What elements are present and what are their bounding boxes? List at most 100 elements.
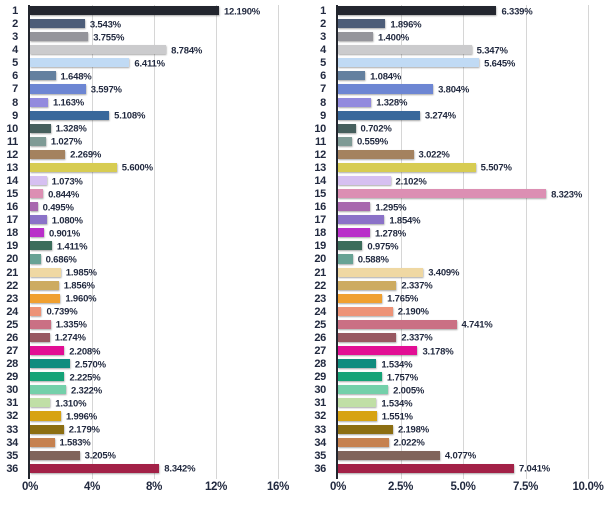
category-label: 33 xyxy=(314,423,326,436)
bar-row: 27 2.208% xyxy=(0,345,305,358)
bar-track: 3.597% xyxy=(30,83,305,96)
value-label: 1.960% xyxy=(65,293,97,305)
bar-track: 1.295% xyxy=(338,201,610,214)
category-label: 13 xyxy=(6,161,18,174)
bar-row: 14 1.073% xyxy=(0,175,305,188)
bar-row: 34 2.022% xyxy=(305,437,610,450)
category-label: 23 xyxy=(6,292,18,305)
bar xyxy=(338,241,363,251)
bar-row: 30 2.005% xyxy=(305,384,610,397)
bar-track: 5.347% xyxy=(338,44,610,57)
bar xyxy=(30,84,86,94)
category-label: 7 xyxy=(320,83,326,96)
bar-track: 1.534% xyxy=(338,397,610,410)
category-label: 16 xyxy=(6,201,18,214)
value-label: 0.559% xyxy=(356,136,388,148)
bar-track: 5.507% xyxy=(338,162,610,175)
category-label: 36 xyxy=(314,462,326,475)
bar-track: 2.102% xyxy=(338,175,610,188)
bar-track: 0.559% xyxy=(338,136,610,149)
bar-track: 0.844% xyxy=(30,188,305,201)
bar-track: 6.411% xyxy=(30,57,305,70)
category-label: 4 xyxy=(12,44,18,57)
bar-track: 4.741% xyxy=(338,319,610,332)
category-label: 10 xyxy=(314,122,326,135)
bar-track: 5.645% xyxy=(338,57,610,70)
bar-row: 32 1.996% xyxy=(0,410,305,423)
x-tick-label: 0% xyxy=(21,481,39,493)
bar xyxy=(338,385,389,395)
bar xyxy=(30,6,219,16)
bar-track: 1.551% xyxy=(338,410,610,423)
value-label: 1.757% xyxy=(386,371,418,383)
category-label: 3 xyxy=(12,31,18,44)
bar-track: 2.005% xyxy=(338,384,610,397)
bar xyxy=(30,359,70,369)
bar-row: 32 1.551% xyxy=(305,410,610,423)
gridline xyxy=(463,5,464,479)
category-label: 27 xyxy=(314,345,326,358)
category-label: 28 xyxy=(6,358,18,371)
bar-track: 1.310% xyxy=(30,397,305,410)
bar xyxy=(30,424,64,434)
bar-row: 23 1.960% xyxy=(0,293,305,306)
x-axis: 0% 4% 8% 12% 16% xyxy=(0,481,305,499)
bar-row: 33 2.198% xyxy=(305,424,610,437)
bar xyxy=(338,346,418,356)
bar-row: 2 1.896% xyxy=(305,18,610,31)
bar-track: 2.570% xyxy=(30,358,305,371)
value-label: 3.178% xyxy=(422,345,454,357)
value-label: 1.400% xyxy=(378,31,410,43)
bar xyxy=(30,306,42,316)
bar xyxy=(338,411,377,421)
bar-row: 18 0.901% xyxy=(0,227,305,240)
category-label: 29 xyxy=(6,371,18,384)
value-label: 5.108% xyxy=(114,110,146,122)
bar xyxy=(30,110,110,120)
bar-track: 0.901% xyxy=(30,227,305,240)
bar-row: 16 0.495% xyxy=(0,201,305,214)
bar xyxy=(30,463,160,473)
bar-row: 29 1.757% xyxy=(305,371,610,384)
bar-row: 34 1.583% xyxy=(0,437,305,450)
value-label: 1.534% xyxy=(381,398,413,410)
y-axis-line xyxy=(28,5,30,479)
value-label: 1.310% xyxy=(55,398,87,410)
category-label: 2 xyxy=(320,18,326,31)
bar-track: 8.784% xyxy=(30,44,305,57)
value-label: 0.588% xyxy=(357,254,389,266)
x-tick-label: 2.5% xyxy=(387,481,414,493)
bar-track: 3.543% xyxy=(30,18,305,31)
bar-track: 7.041% xyxy=(338,463,610,476)
bar xyxy=(338,437,389,447)
bar-row: 11 0.559% xyxy=(305,136,610,149)
value-label: 3.804% xyxy=(438,84,470,96)
bar-row: 24 0.739% xyxy=(0,306,305,319)
bar-row: 28 2.570% xyxy=(0,358,305,371)
bar xyxy=(338,162,476,173)
bar xyxy=(30,267,61,277)
bar xyxy=(338,19,386,29)
value-label: 1.996% xyxy=(65,411,97,423)
bar xyxy=(338,136,352,146)
bar-row: 6 1.648% xyxy=(0,70,305,83)
category-label: 25 xyxy=(314,318,326,331)
value-label: 1.534% xyxy=(381,358,413,370)
value-label: 1.027% xyxy=(50,136,82,148)
bar-track: 1.583% xyxy=(30,437,305,450)
category-label: 27 xyxy=(6,345,18,358)
bar-track: 8.342% xyxy=(30,463,305,476)
category-label: 28 xyxy=(314,358,326,371)
bar xyxy=(338,463,515,473)
bar-track: 1.084% xyxy=(338,70,610,83)
bar xyxy=(30,280,59,290)
category-label: 10 xyxy=(6,122,18,135)
value-label: 2.322% xyxy=(70,385,103,397)
value-label: 0.901% xyxy=(48,228,80,240)
bar xyxy=(338,280,397,290)
bar-row: 19 1.411% xyxy=(0,240,305,253)
bar-row: 21 3.409% xyxy=(305,267,610,280)
bar xyxy=(338,306,393,316)
bar-track: 1.854% xyxy=(338,214,610,227)
value-label: 3.543% xyxy=(89,18,121,30)
